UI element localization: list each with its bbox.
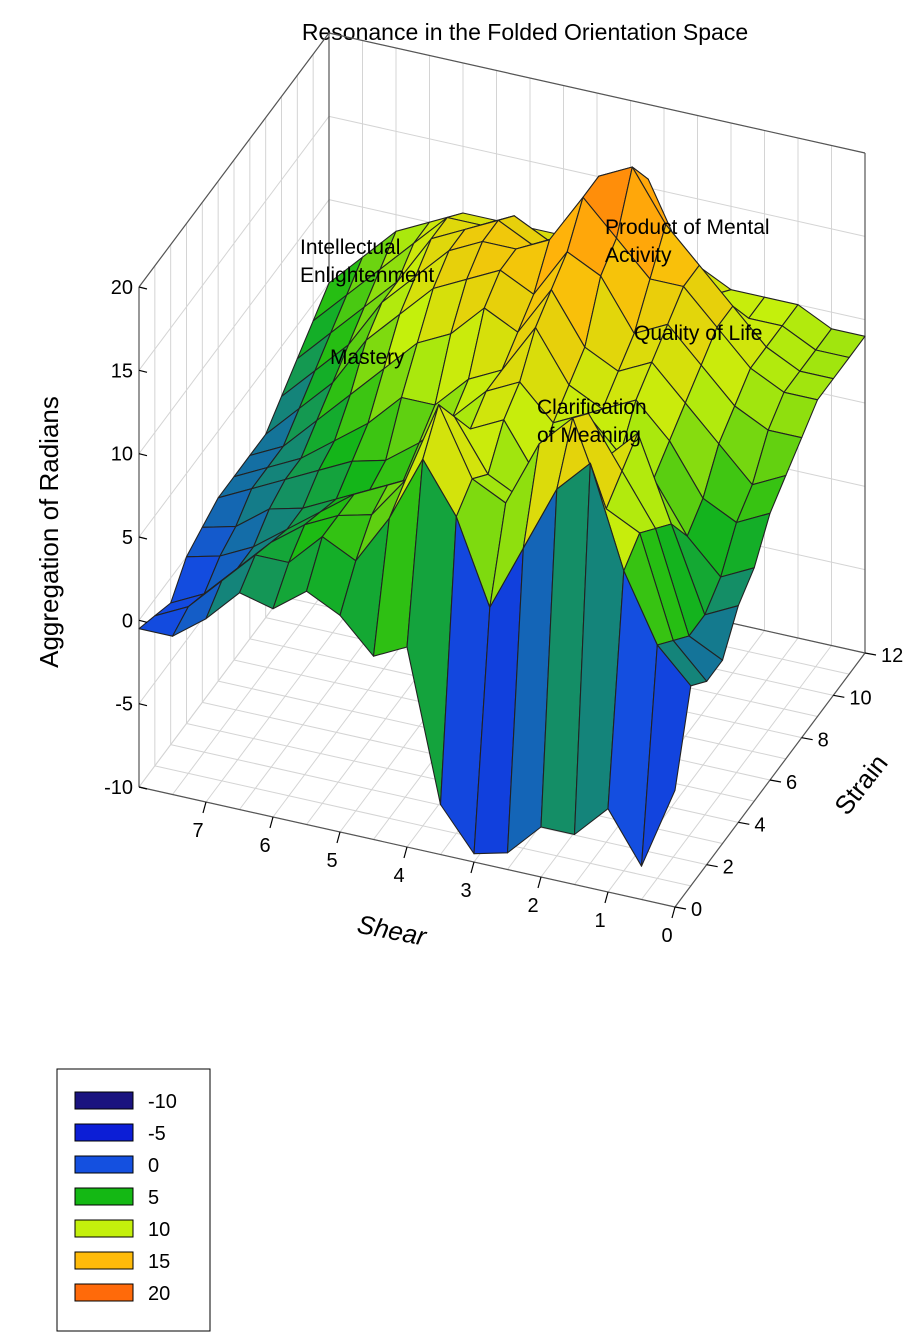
y-tick-label: 8 [818,730,829,752]
y-tick-mark [801,737,813,741]
legend-label: 10 [148,1219,170,1241]
annotation-label: Mastery [330,346,405,369]
surface-mesh [138,166,866,867]
x-tick-label: 5 [326,850,337,872]
annotation-line: Mastery [330,346,405,369]
x-tick-mark [403,846,408,859]
x-tick-label: 6 [259,835,270,857]
axis-frame-line [138,32,330,288]
z-tick-label: 0 [122,610,133,632]
grid-line [138,282,330,538]
x-tick-mark [671,906,676,919]
z-tick-label: -5 [115,694,133,716]
y-tick-label: 6 [786,772,797,794]
legend-swatch [74,1219,134,1238]
z-tick-mark [138,703,148,707]
legend-label: 20 [148,1283,170,1305]
z-tick-label: 10 [111,444,133,466]
y-tick-mark [833,694,845,698]
legend-swatch [74,1091,134,1110]
x-tick-mark [336,831,341,844]
annotation-line: of Meaning [537,424,641,447]
x-tick-mark [470,861,475,874]
annotation-line: Intellectual [300,236,400,259]
z-tick-mark [138,369,148,373]
z-tick-mark [138,536,148,540]
x-tick-label: 2 [527,895,538,917]
legend-label: 15 [148,1251,170,1273]
y-tick-mark [769,779,782,783]
annotation-line: Activity [605,244,672,267]
surface-patch [640,644,692,867]
grid-line [138,116,330,371]
annotation-label: Quality of Life [634,322,762,345]
x-tick-mark [604,891,609,904]
x-tick-label: 0 [661,925,672,947]
y-axis-label: Strain [828,748,893,820]
annotation-line: Enlightenment [300,264,434,287]
legend-swatch [74,1123,134,1142]
y-tick-mark [706,864,718,868]
legend-swatch [74,1283,134,1302]
grid-line [154,765,691,887]
z-tick-label: 20 [111,277,133,299]
y-tick-label: 12 [881,645,903,667]
annotations: Product of Mental Activity Intellectual Enl… [300,216,770,447]
z-tick-label: 5 [122,527,133,549]
z-tick-mark [138,286,148,290]
y-tick-mark [674,906,687,910]
legend-swatch [74,1155,134,1174]
y-tick-label: 4 [754,814,765,836]
x-tick-label: 4 [393,865,404,887]
chart-title: Resonance in the Folded Orientation Spac… [302,19,748,45]
x-tick-mark [537,876,542,889]
x-tick-mark [202,801,207,814]
x-tick-label: 1 [594,910,605,932]
z-tick-mark [138,453,148,457]
grid-line [328,115,866,237]
legend: -10 -5 0 5 10 15 20 [56,1068,211,1332]
z-tick-label: 15 [111,360,133,382]
annotation-line: Clarification [537,396,647,419]
z-axis-label: Aggregation of Radians [34,396,64,668]
annotation-label: Product of Mental Activity [605,216,770,267]
y-tick-mark [864,652,877,656]
annotation-line: Quality of Life [634,322,762,345]
legend-swatch [74,1251,134,1270]
legend-swatch [74,1187,134,1206]
legend-label: 5 [148,1187,159,1209]
grid-line [170,744,707,866]
x-tick-label: 7 [192,820,203,842]
legend-label: -10 [148,1091,177,1113]
grid-line [138,199,330,454]
annotation-label: Intellectual Enlightenment [300,236,434,287]
annotation-line: Product of Mental [605,216,770,239]
y-tick-mark [738,821,750,825]
axis-frame-line [328,32,866,154]
y-tick-label: 0 [691,899,702,921]
x-tick-label: 3 [460,880,471,902]
z-tick-label: -10 [104,777,133,799]
x-tick-mark [269,816,274,829]
x-axis-label: Shear [355,909,430,952]
z-tick-mark [138,619,148,623]
z-tick-mark [138,786,148,790]
y-tick-label: 10 [849,687,871,709]
legend-label: -5 [148,1123,166,1145]
legend-label: 0 [148,1155,159,1177]
y-tick-label: 2 [723,857,734,879]
annotation-label: Clarification of Meaning [537,396,647,447]
